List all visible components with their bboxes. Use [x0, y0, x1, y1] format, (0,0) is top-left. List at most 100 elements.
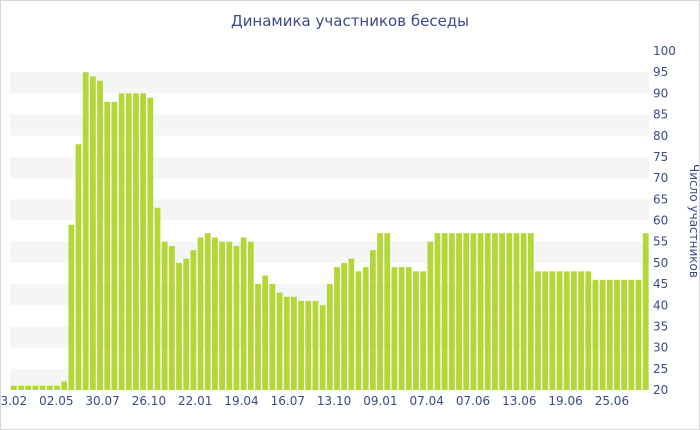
bar — [477, 233, 484, 390]
bar — [133, 93, 139, 391]
bar — [168, 245, 175, 390]
bar — [25, 385, 32, 390]
y-tick-label: 65 — [653, 192, 668, 206]
bar — [527, 233, 534, 390]
y-tick-label: 85 — [653, 108, 668, 122]
bar — [68, 224, 75, 390]
bar — [606, 279, 613, 390]
bar — [642, 233, 649, 390]
bar — [463, 233, 470, 390]
bar — [118, 93, 125, 391]
bar — [240, 237, 247, 390]
bar — [305, 301, 312, 390]
bar — [628, 279, 635, 390]
bar — [384, 233, 391, 390]
bar — [104, 101, 111, 390]
bar — [140, 93, 147, 391]
bar — [334, 267, 340, 390]
bar — [283, 296, 290, 390]
y-tick-label: 55 — [653, 235, 668, 249]
bar — [147, 97, 154, 391]
bar — [212, 237, 218, 390]
bar — [39, 385, 46, 390]
y-tick-label: 35 — [653, 319, 668, 333]
bar — [247, 241, 254, 390]
y-tick-label: 30 — [653, 341, 668, 355]
grid-band — [10, 156, 649, 179]
x-tick-label: 25.06 — [595, 394, 629, 408]
y-tick-label: 45 — [653, 277, 668, 291]
x-tick-label: 09.01 — [363, 394, 397, 408]
bar — [420, 271, 427, 390]
bar — [549, 271, 556, 390]
bar — [219, 241, 225, 390]
x-tick-label: 30.07 — [85, 394, 119, 408]
bar — [448, 233, 455, 390]
y-tick-label: 70 — [653, 171, 668, 185]
x-tick-label: 19.06 — [548, 394, 582, 408]
x-tick-label: 22.01 — [178, 394, 212, 408]
y-tick-label: 25 — [653, 362, 668, 376]
bar — [75, 144, 82, 390]
bar — [82, 72, 89, 390]
bar — [520, 233, 527, 390]
bar — [341, 262, 348, 391]
bar — [621, 279, 628, 390]
bar — [441, 233, 448, 390]
bar — [125, 93, 132, 391]
bar — [413, 271, 419, 390]
bar — [11, 385, 17, 390]
bar — [585, 271, 592, 390]
bar — [535, 271, 541, 390]
bar — [97, 80, 103, 390]
bar — [291, 296, 297, 390]
bar — [161, 241, 168, 390]
bar — [542, 271, 549, 390]
bar — [556, 271, 563, 390]
bar — [377, 233, 383, 390]
bar — [506, 233, 513, 390]
bar — [269, 284, 276, 390]
y-tick-label: 80 — [653, 129, 668, 143]
y-axis-label: Число участников — [687, 164, 700, 278]
x-tick-label: 03.02 — [0, 394, 27, 408]
x-tick-label: 19.04 — [224, 394, 258, 408]
bar — [513, 233, 520, 390]
y-tick-labels: 20 25 30 35 40 45 50 55 60 65 70 75 80 85 90 95 100 — [653, 44, 676, 397]
bar — [298, 301, 304, 390]
bar — [32, 385, 39, 390]
bar — [405, 267, 412, 390]
bar — [563, 271, 570, 390]
bar — [233, 245, 240, 390]
bar — [111, 101, 118, 390]
bar — [190, 250, 197, 390]
y-tick-label: 90 — [653, 86, 668, 100]
y-tick-label: 20 — [653, 383, 668, 397]
y-tick-label: 75 — [653, 150, 668, 164]
grid-band — [10, 199, 649, 221]
x-tick-label: 26.10 — [132, 394, 166, 408]
bar — [154, 207, 161, 390]
bar — [54, 385, 60, 390]
bar — [427, 241, 434, 390]
grid-band — [10, 114, 649, 136]
bar — [326, 284, 333, 390]
bar — [183, 258, 190, 390]
bar — [614, 279, 620, 390]
x-tick-label: 13.06 — [502, 394, 536, 408]
x-tick-label: 07.06 — [456, 394, 490, 408]
y-tick-label: 40 — [653, 298, 668, 312]
bar — [599, 279, 606, 390]
bar — [635, 279, 642, 390]
bar — [255, 284, 261, 390]
x-tick-labels: 03.02 02.05 30.07 26.10 22.01 19.04 16.07 13.10… — [0, 394, 629, 408]
bar — [276, 292, 283, 390]
bar — [470, 233, 477, 390]
bar — [484, 233, 491, 390]
x-tick-label: 16.07 — [271, 394, 305, 408]
bar — [348, 258, 355, 390]
x-tick-label: 13.10 — [317, 394, 351, 408]
y-tick-label: 50 — [653, 256, 668, 270]
bar — [369, 250, 376, 390]
bar — [398, 267, 405, 390]
